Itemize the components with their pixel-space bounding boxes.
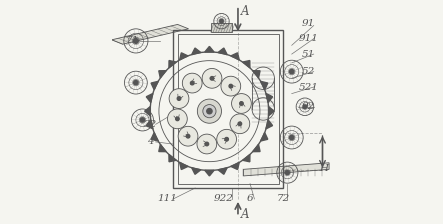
Polygon shape [260,133,268,141]
Circle shape [217,129,237,149]
Circle shape [203,105,216,118]
Text: 72: 72 [276,194,290,203]
Polygon shape [218,48,227,55]
Circle shape [177,97,181,100]
Text: 922: 922 [214,194,233,203]
Circle shape [285,171,289,175]
Circle shape [140,118,145,122]
Polygon shape [253,71,260,78]
Text: 911: 911 [298,34,318,43]
Circle shape [232,94,251,113]
Text: 52: 52 [302,67,315,76]
Text: A: A [241,208,249,221]
Polygon shape [243,60,250,68]
Polygon shape [268,107,274,116]
Bar [173,30,283,188]
Circle shape [221,76,241,96]
Polygon shape [179,162,188,170]
Polygon shape [192,168,201,174]
Text: 32: 32 [144,120,157,129]
Circle shape [225,138,229,141]
Circle shape [190,81,194,85]
Circle shape [205,142,209,146]
Circle shape [220,19,223,23]
Polygon shape [169,60,176,68]
Bar [178,34,279,184]
Polygon shape [253,144,260,152]
Polygon shape [266,120,272,129]
Polygon shape [151,81,158,90]
Polygon shape [231,162,239,170]
Circle shape [167,109,187,129]
Circle shape [186,134,190,138]
Polygon shape [159,144,166,152]
Circle shape [240,102,243,105]
Polygon shape [159,71,166,78]
Text: 91: 91 [302,19,315,28]
Circle shape [210,77,214,80]
Polygon shape [266,93,272,103]
Text: A: A [241,5,249,18]
Circle shape [202,69,222,88]
Polygon shape [146,93,153,103]
Polygon shape [205,170,214,176]
Circle shape [183,73,202,93]
Text: 4: 4 [147,137,153,146]
Text: 111: 111 [158,194,178,203]
Text: 71: 71 [126,37,139,45]
Text: H: H [319,164,328,173]
Polygon shape [112,24,189,44]
Text: 6: 6 [247,194,253,203]
Polygon shape [260,81,268,90]
Polygon shape [205,46,214,52]
Text: 521: 521 [298,82,318,92]
Circle shape [290,135,294,140]
Polygon shape [243,155,250,162]
Circle shape [229,84,233,88]
Polygon shape [231,53,239,60]
Polygon shape [146,120,153,129]
Polygon shape [192,48,201,55]
Circle shape [133,39,138,43]
Circle shape [175,117,179,121]
Circle shape [290,69,294,74]
Circle shape [303,105,307,109]
Bar [210,23,233,32]
Polygon shape [179,53,188,60]
Polygon shape [244,163,329,176]
Polygon shape [218,168,227,174]
Text: 51: 51 [302,50,315,59]
Text: 92: 92 [302,102,315,111]
Circle shape [207,109,212,114]
Polygon shape [169,155,176,162]
Polygon shape [151,133,158,141]
Circle shape [134,80,138,85]
Circle shape [238,122,241,125]
Circle shape [197,99,222,123]
Circle shape [178,126,198,146]
Circle shape [169,89,189,108]
Circle shape [197,134,217,154]
Circle shape [230,114,250,134]
Polygon shape [145,107,150,116]
